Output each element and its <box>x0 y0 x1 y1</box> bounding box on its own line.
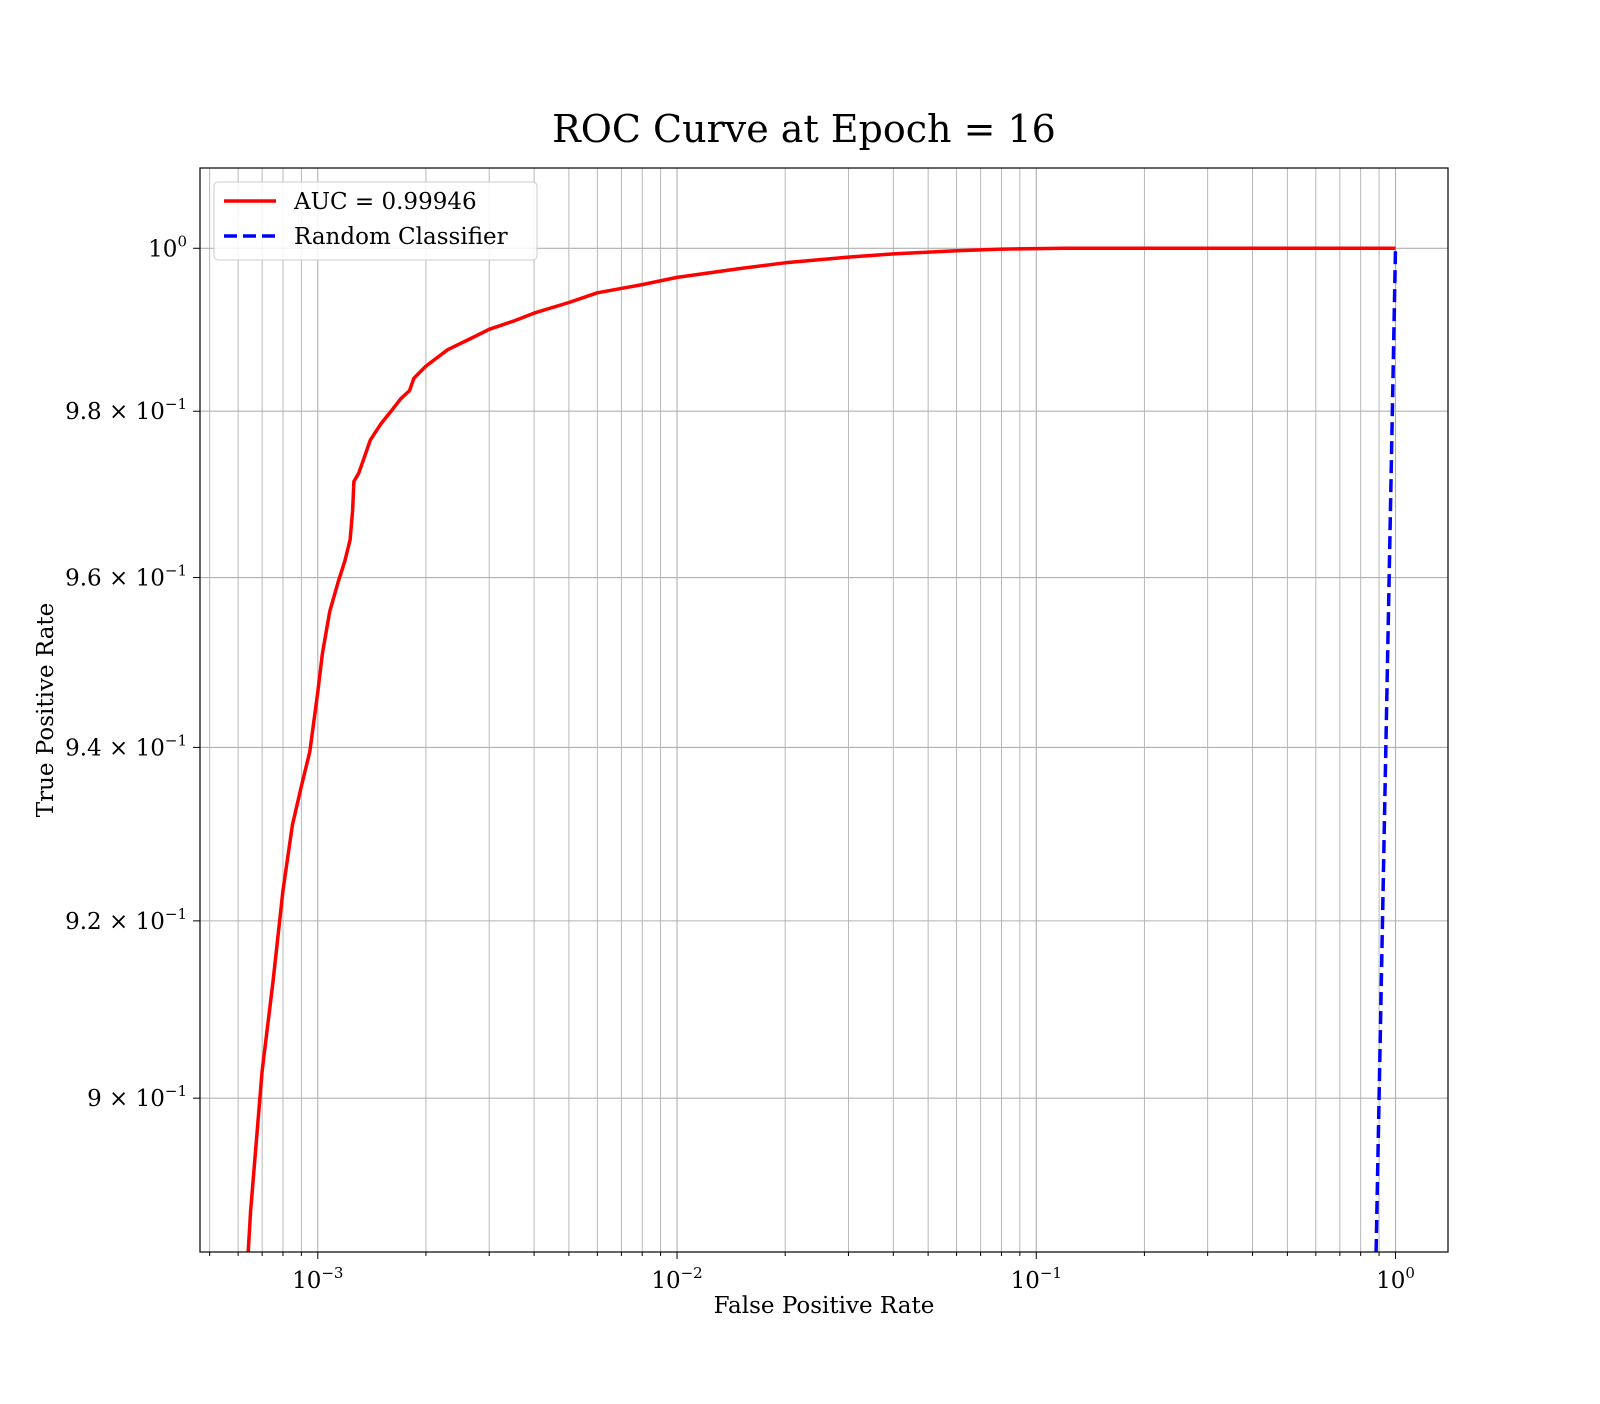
legend-box <box>213 181 538 261</box>
y-tick-label: 9.6 × 10−1 <box>65 562 187 592</box>
y-tick-label: 9 × 10−1 <box>87 1082 187 1112</box>
x-tick-label: 100 <box>1376 1264 1415 1294</box>
x-axis-label: False Positive Rate <box>714 1293 935 1319</box>
y-tick-label: 9.4 × 10−1 <box>65 731 187 761</box>
y-tick-label: 9.8 × 10−1 <box>65 395 187 425</box>
legend-label-auc: AUC = 0.99946 <box>293 189 477 215</box>
tick-layer: 100 9.8 × 10−1 9.6 × 10−1 9.4 × 10−1 9.2 × 1… <box>65 232 1415 1294</box>
roc-curve-line <box>246 246 1396 1252</box>
legend-label-random: Random Classifier <box>294 224 508 250</box>
legend: AUC = 0.99946 Random Classifier <box>213 181 538 261</box>
chart-title: ROC Curve at Epoch = 16 <box>552 107 1056 151</box>
plot-frame <box>199 167 1449 1253</box>
random-classifier-line <box>1374 248 1398 1252</box>
y-axis-label: True Positive Rate <box>33 603 59 818</box>
y-tick-label: 9.2 × 10−1 <box>65 905 187 935</box>
x-tick-label: 10−2 <box>651 1264 702 1294</box>
grid-layer <box>200 168 1448 1252</box>
series-layer <box>246 246 1398 1252</box>
y-tick-label: 100 <box>148 232 187 262</box>
x-tick-label: 10−1 <box>1011 1264 1062 1294</box>
x-tick-label: 10−3 <box>292 1264 343 1294</box>
